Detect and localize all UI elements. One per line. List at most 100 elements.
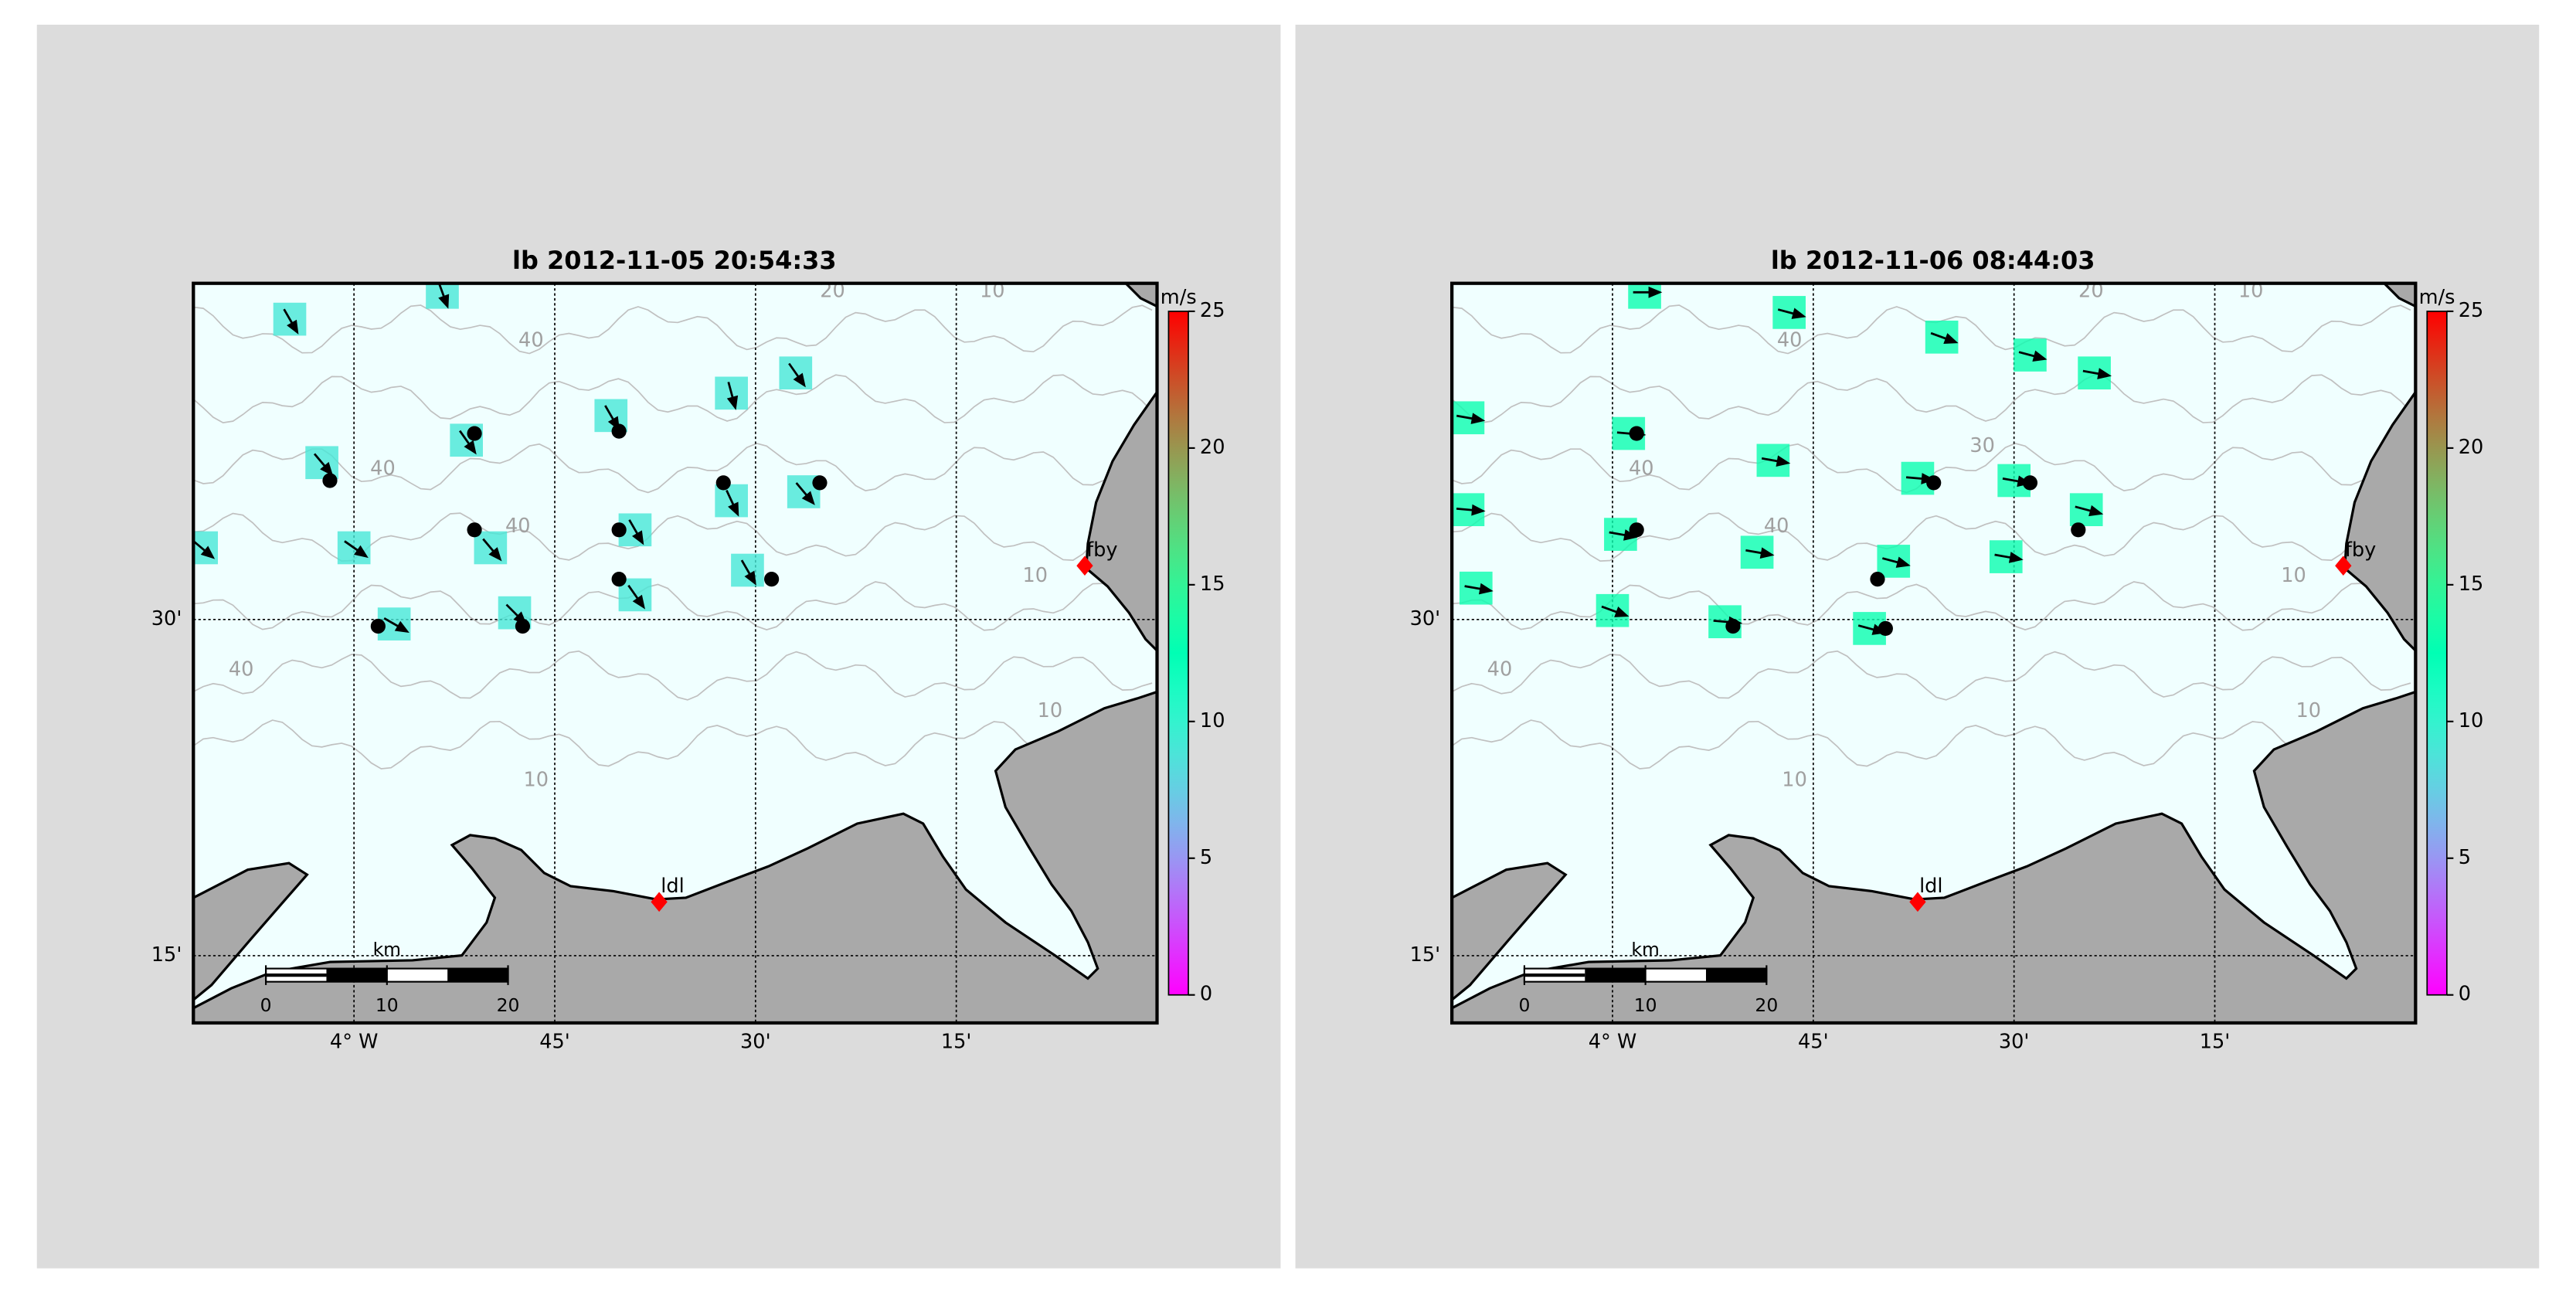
colorbar-tick-label: 20 — [2459, 436, 2484, 459]
scale-bar-segment — [1585, 968, 1646, 982]
observation-point — [611, 423, 627, 439]
observation-point — [2022, 475, 2038, 491]
wind-arrow — [795, 482, 815, 505]
x-tick-label: 30' — [740, 1031, 771, 1054]
depth-contour — [193, 443, 1153, 494]
wind-arrow — [1464, 583, 1494, 595]
wind-marker — [193, 531, 219, 565]
map-panel: lb 2012-11-05 20:54:33 40 40 40 40 20 10 10 10 10… — [36, 24, 1281, 1269]
contour-label: 40 — [1777, 328, 1803, 352]
wind-arrow — [1456, 413, 1486, 424]
scale-bar-segment — [1705, 968, 1767, 982]
wind-arrow — [788, 362, 806, 388]
contour-label: 40 — [518, 328, 544, 352]
observation-point — [1629, 426, 1644, 441]
scale-bar-label: km — [1631, 939, 1659, 960]
y-tick-label: 30' — [1410, 607, 1441, 630]
wind-arrow — [1601, 605, 1630, 617]
plot-area: 40 40 40 40 30 20 10 10 10 10 0 10 20 km fby ldl — [1452, 283, 2416, 1023]
scale-bar-tick-label: 10 — [376, 994, 399, 1016]
wind-arrow — [1761, 455, 1791, 467]
wind-arrow — [313, 453, 334, 477]
colorbar-label: m/s — [1161, 286, 1197, 309]
observation-point — [1878, 620, 1893, 637]
x-tick-label: 15' — [941, 1031, 972, 1054]
depth-contour — [1452, 512, 2411, 562]
scale-bar-tick-label: 20 — [497, 994, 520, 1016]
plot-frame — [192, 281, 1159, 1025]
x-tick-label: 45' — [1798, 1031, 1829, 1054]
depth-contour — [193, 719, 1153, 770]
y-tick-label: 30' — [151, 607, 182, 630]
land — [2382, 283, 2416, 308]
depth-contour — [193, 304, 1153, 355]
colorbar-tick-label: 15 — [1200, 573, 1225, 596]
wind-arrow — [1633, 286, 1663, 298]
wind-arrow — [383, 617, 410, 634]
observation-point — [322, 473, 338, 488]
depth-contour — [1452, 374, 2411, 423]
wind-arrow — [1777, 308, 1806, 319]
wind-arrow — [740, 559, 756, 586]
wind-arrow — [482, 538, 502, 562]
observation-point — [1725, 618, 1741, 634]
x-tick-label: 15' — [2200, 1031, 2231, 1054]
land — [1123, 283, 1157, 308]
x-tick-label: 30' — [1999, 1031, 2030, 1054]
colorbar-tick-label: 0 — [2459, 983, 2471, 1006]
wind-arrow — [344, 540, 369, 559]
wind-arrow — [1930, 331, 1959, 344]
contour-label: 40 — [229, 658, 254, 681]
wind-arrow — [628, 519, 644, 545]
panel-title: lb 2012-11-05 20:54:33 — [512, 246, 837, 275]
station-label: fby — [1086, 539, 1117, 562]
contour-label: 40 — [370, 457, 396, 481]
station-label: ldl — [661, 875, 684, 898]
scale-bar-tick-label: 0 — [1518, 994, 1530, 1016]
scale-bar-segment — [266, 974, 327, 977]
colorbar-tick-label: 15 — [2459, 573, 2484, 596]
wind-arrow — [726, 382, 739, 410]
observation-point — [812, 475, 828, 491]
scale-bar-label: km — [373, 939, 401, 960]
observation-point — [515, 618, 531, 634]
colorbar — [1167, 311, 1189, 996]
y-tick-label: 15' — [151, 943, 182, 967]
observation-point — [1870, 572, 1885, 587]
contour-label: 40 — [505, 515, 531, 538]
x-tick-label: 4° W — [330, 1031, 378, 1054]
depth-contour — [1452, 650, 2411, 701]
colorbar-tick-label: 0 — [1200, 983, 1212, 1006]
wind-arrow — [2082, 368, 2112, 379]
depth-contour — [193, 650, 1153, 701]
contour-label: 10 — [1782, 769, 1807, 792]
scale-bar-tick-label: 0 — [260, 994, 272, 1016]
scale-bar-tick-label: 10 — [1634, 994, 1657, 1016]
colorbar-tick-label: 25 — [2459, 299, 2484, 322]
observation-point — [2071, 522, 2086, 538]
depth-contour — [1452, 719, 2411, 770]
scale-bar-segment — [447, 968, 508, 982]
contour-label: 40 — [1487, 658, 1513, 681]
contour-label: 10 — [1038, 699, 1063, 722]
observation-point — [611, 572, 627, 587]
contour-label: 10 — [1022, 564, 1048, 587]
land — [193, 690, 1157, 1023]
wind-marker — [1628, 283, 1661, 309]
observation-point — [1629, 522, 1644, 538]
contour-label: 10 — [523, 769, 549, 792]
observation-point — [764, 572, 780, 587]
observation-point — [467, 426, 482, 441]
x-tick-label: 45' — [539, 1031, 570, 1054]
depth-contour — [193, 581, 1153, 631]
scale-bar-tick-label: 20 — [1755, 994, 1778, 1016]
plot-frame — [1450, 281, 2418, 1025]
station-marker — [2335, 556, 2352, 576]
station-marker — [1076, 556, 1093, 576]
station-marker — [651, 892, 668, 912]
station-label: fby — [2345, 539, 2376, 562]
y-tick-label: 15' — [1410, 943, 1441, 967]
wind-arrow — [283, 308, 299, 335]
contour-label: 40 — [1764, 515, 1789, 538]
